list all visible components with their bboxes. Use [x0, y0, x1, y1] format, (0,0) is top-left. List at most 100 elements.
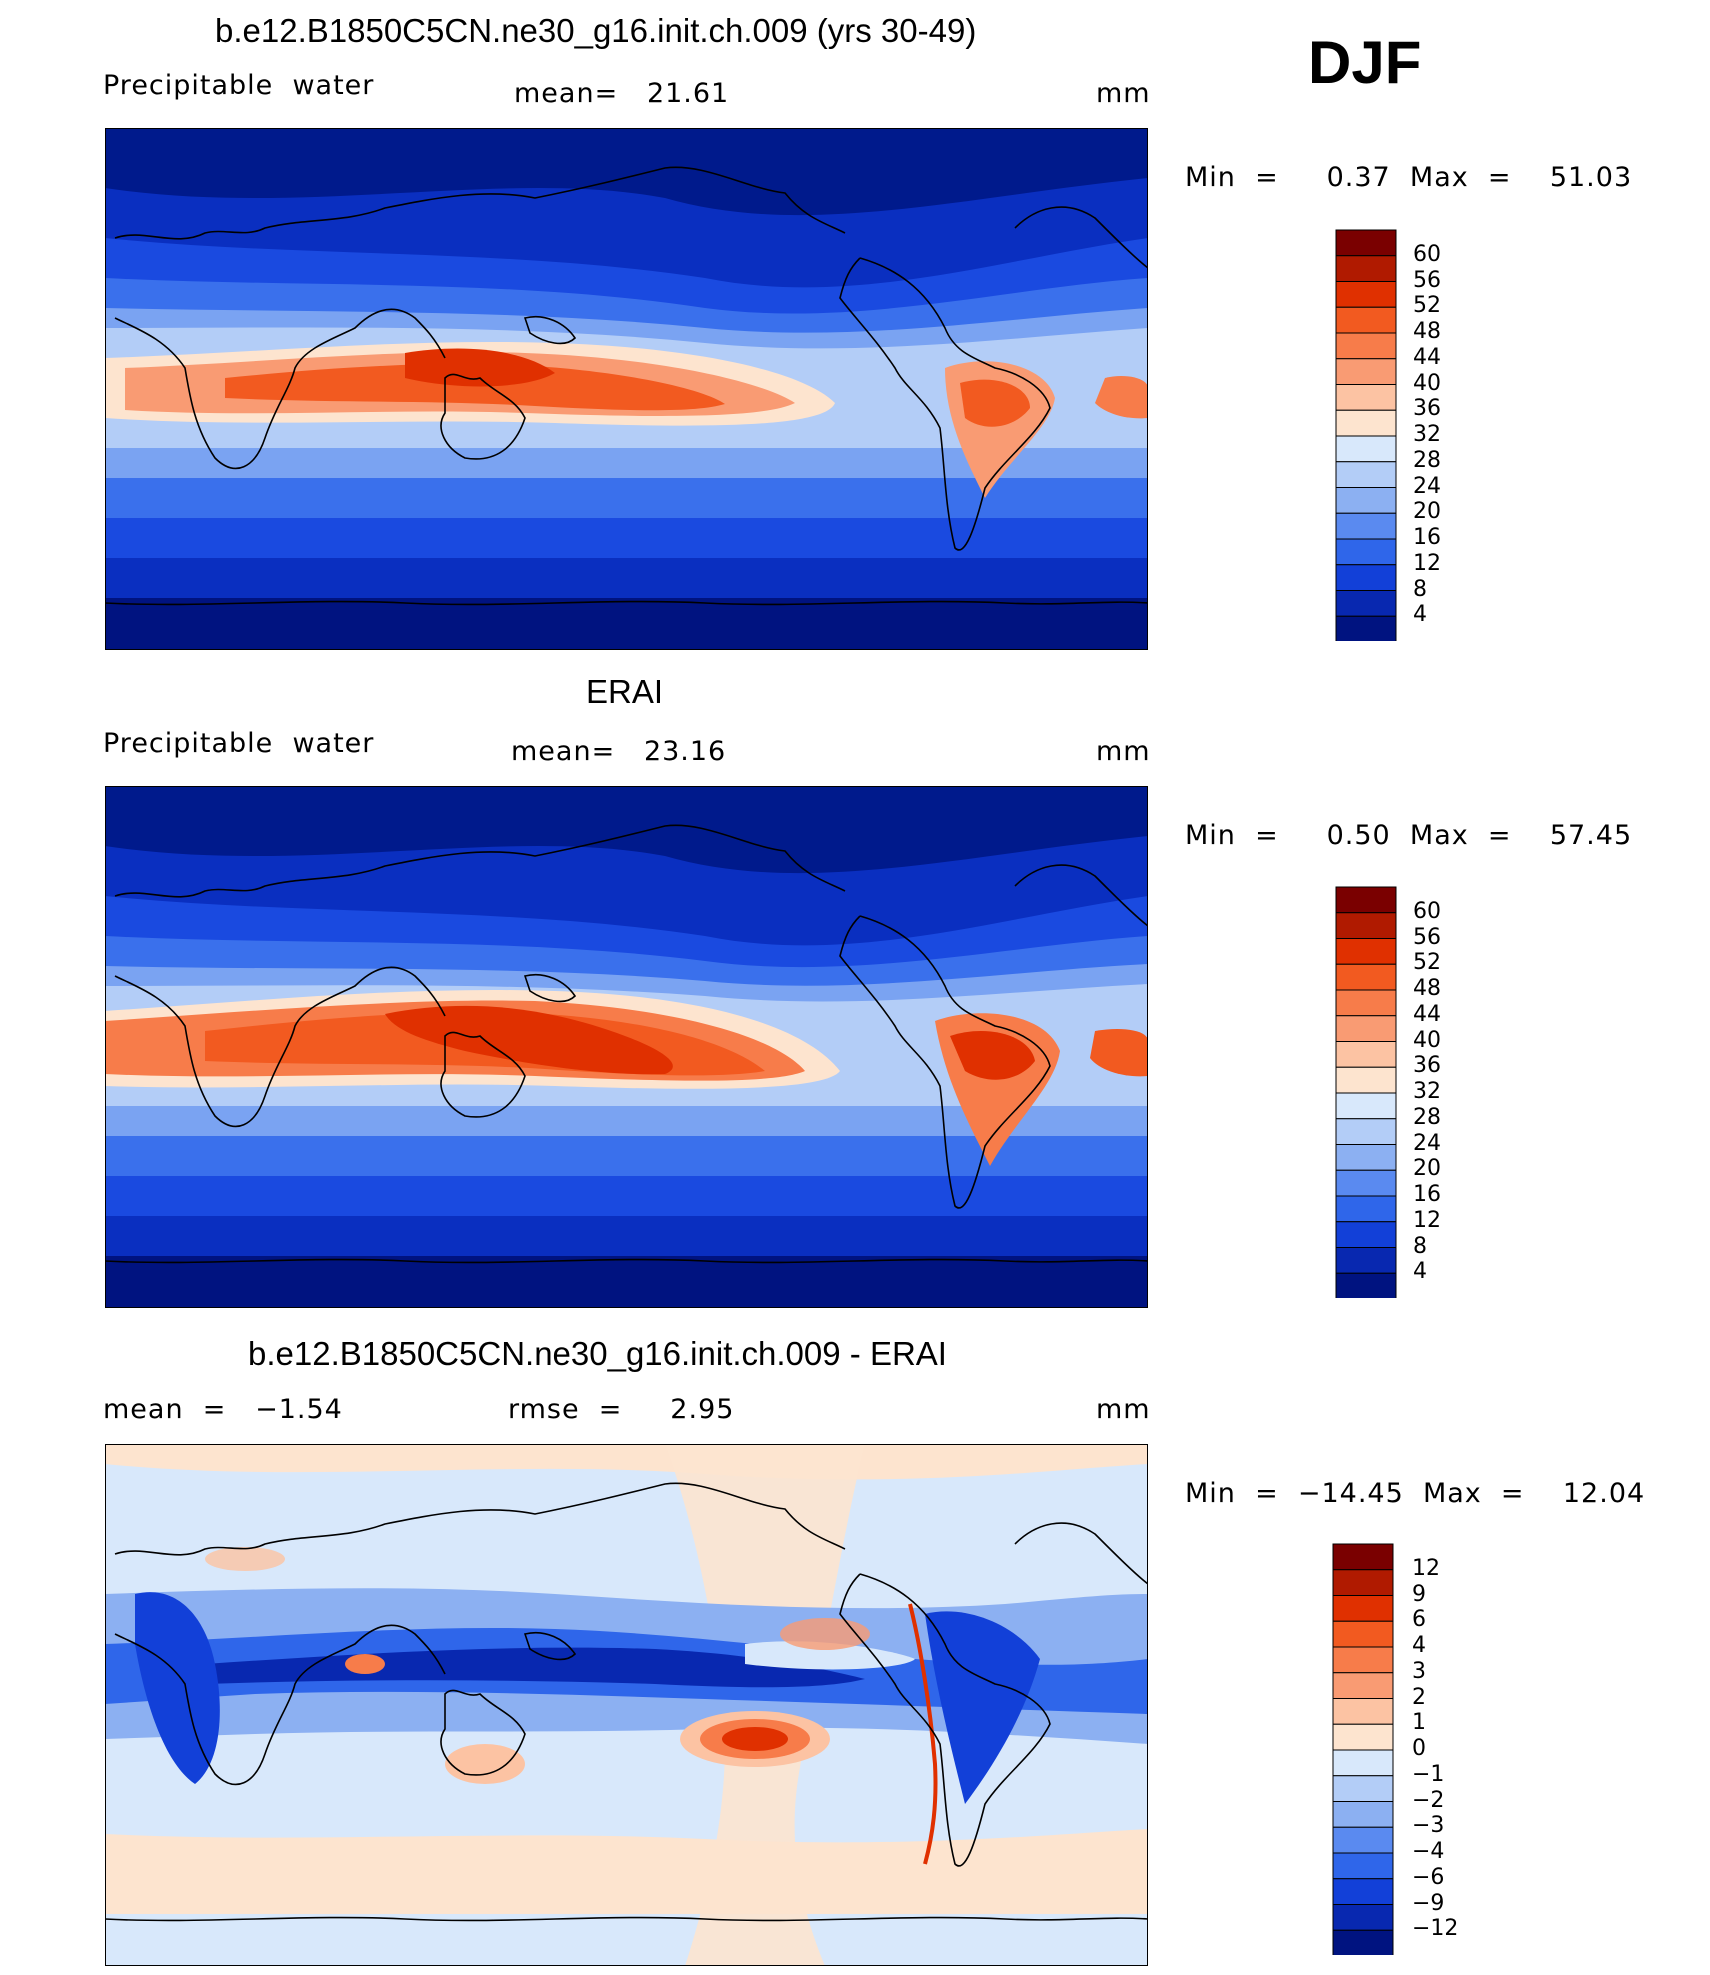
- panel-title: ERAI: [586, 673, 664, 710]
- colorbar-swatch: [1332, 1852, 1394, 1880]
- mean-label: mean= 21.61: [514, 78, 730, 109]
- units-label: mm: [1096, 78, 1151, 109]
- colorbar-swatch: [1335, 963, 1397, 991]
- colorbar-tick-label: 12: [1413, 550, 1441, 576]
- colorbar-swatch: [1335, 590, 1397, 617]
- season-label: DJF: [1308, 29, 1422, 96]
- colorbar-tick-label: 40: [1413, 370, 1441, 396]
- panel-title: b.e12.B1850C5CN.ne30_g16.init.ch.009 (yr…: [215, 12, 977, 49]
- colorbar-swatch: [1335, 409, 1397, 437]
- colorbar-swatch: [1335, 306, 1397, 334]
- colorbar-swatch: [1332, 1749, 1394, 1777]
- colorbar-tick-label: −9: [1412, 1890, 1445, 1916]
- colorbar-swatch: [1335, 332, 1397, 360]
- colorbar-tick-label: −4: [1412, 1839, 1445, 1864]
- units-label: mm: [1096, 736, 1151, 767]
- colorbar-swatch: [1335, 538, 1397, 566]
- colorbar-tick-label: 40: [1413, 1027, 1441, 1053]
- minmax-label: Min = −14.45 Max = 12.04: [1185, 1478, 1646, 1509]
- variable-label: Precipitable water: [103, 70, 375, 101]
- colorbar-swatch: [1335, 435, 1397, 463]
- colorbar-tick-label: 52: [1413, 950, 1441, 976]
- colorbar-swatch: [1335, 912, 1397, 939]
- colorbar-swatch: [1332, 1878, 1394, 1905]
- colorbar-swatches: [1332, 1543, 1394, 1955]
- variable-label: Precipitable water: [103, 728, 375, 759]
- minmax-label: Min = 0.50 Max = 57.45: [1185, 820, 1633, 851]
- colorbar-difference: 12 9 6 4 3 2 1 0 −1 −2 −3 −4 −6 −9 −12: [1332, 1543, 1458, 1955]
- colorbar-tick-label: −3: [1412, 1813, 1445, 1839]
- colorbar-erai: 60 56 52 48 44 40 36 32 28 24 20 16 12 8 4: [1335, 886, 1445, 1298]
- colorbar-swatch: [1335, 229, 1397, 257]
- colorbar-tick-label: 36: [1413, 396, 1441, 422]
- colorbar-swatch: [1332, 1723, 1394, 1751]
- colorbar-swatches: [1335, 229, 1397, 641]
- colorbar-swatch: [1335, 938, 1397, 965]
- colorbar-swatch: [1332, 1620, 1394, 1648]
- colorbar-swatch: [1335, 1092, 1397, 1120]
- colorbar-tick-label: −12: [1412, 1916, 1459, 1942]
- colorbar-tick-label: 56: [1413, 267, 1441, 293]
- colorbar-swatch: [1332, 1569, 1394, 1596]
- colorbar-tick-label: 48: [1413, 976, 1441, 1001]
- colorbar-tick-label: 12: [1412, 1555, 1440, 1581]
- colorbar-tick-label: 4: [1413, 602, 1427, 628]
- colorbar-tick-label: 1: [1412, 1710, 1426, 1736]
- colorbar-swatch: [1332, 1775, 1394, 1802]
- colorbar-swatch: [1335, 281, 1397, 308]
- colorbar-tick-label: 56: [1413, 924, 1441, 950]
- colorbar-swatch: [1335, 1041, 1397, 1068]
- colorbar-tick-label: 16: [1413, 525, 1441, 550]
- colorbar-swatch: [1332, 1543, 1394, 1571]
- colorbar-swatch: [1335, 255, 1397, 282]
- colorbar-swatch: [1335, 886, 1397, 914]
- colorbar-swatch: [1332, 1698, 1394, 1725]
- colorbar-swatch: [1335, 358, 1397, 385]
- colorbar-swatch: [1332, 1904, 1394, 1931]
- colorbar-tick-label: 32: [1413, 1079, 1441, 1104]
- colorbar-swatch: [1335, 1118, 1397, 1145]
- colorbar-swatch: [1335, 1015, 1397, 1042]
- colorbar-tick-label: 24: [1413, 1130, 1441, 1156]
- colorbar-tick-label: 16: [1413, 1182, 1441, 1207]
- colorbar-swatch: [1332, 1826, 1394, 1854]
- colorbar-swatch: [1335, 1066, 1397, 1094]
- colorbar-tick-label: 24: [1413, 473, 1441, 499]
- minmax-label: Min = 0.37 Max = 51.03: [1185, 162, 1633, 193]
- colorbar-tick-label: 4: [1412, 1633, 1426, 1658]
- colorbar-tick-label: −6: [1412, 1864, 1445, 1890]
- colorbar-tick-label: 3: [1412, 1658, 1426, 1684]
- colorbar-swatch: [1335, 1169, 1397, 1197]
- map-precipitable-water-difference: [105, 1444, 1148, 1966]
- colorbar-model: 60 56 52 48 44 40 36 32 28 24 20 16 12 8 4: [1335, 229, 1445, 641]
- rmse-label: rmse = 2.95: [508, 1394, 735, 1425]
- colorbar-swatch: [1335, 615, 1397, 641]
- colorbar-swatch: [1332, 1801, 1394, 1828]
- colorbar-swatch: [1335, 461, 1397, 488]
- colorbar-tick-label: 20: [1413, 499, 1441, 525]
- colorbar-swatch: [1332, 1646, 1394, 1674]
- colorbar-tick-label: 36: [1413, 1053, 1441, 1079]
- colorbar-swatch: [1335, 1144, 1397, 1171]
- colorbar-swatch: [1335, 1195, 1397, 1223]
- colorbar-tick-label: 44: [1413, 344, 1441, 370]
- map-precipitable-water-erai: [105, 786, 1148, 1308]
- colorbar-tick-label: 4: [1413, 1259, 1427, 1285]
- colorbar-tick-label: 28: [1413, 1104, 1441, 1130]
- colorbar-tick-label: 28: [1413, 447, 1441, 473]
- mean-label: mean = −1.54: [103, 1394, 343, 1425]
- colorbar-swatch: [1335, 512, 1397, 540]
- colorbar-swatch: [1332, 1672, 1394, 1699]
- units-label: mm: [1096, 1394, 1151, 1425]
- colorbar-swatches: [1335, 886, 1397, 1298]
- mean-label: mean= 23.16: [511, 736, 727, 767]
- colorbar-swatch: [1335, 564, 1397, 591]
- colorbar-tick-label: 0: [1412, 1736, 1426, 1761]
- colorbar-tick-label: 60: [1413, 241, 1441, 267]
- colorbar-tick-label: 48: [1413, 319, 1441, 344]
- colorbar-tick-label: −1: [1412, 1761, 1445, 1787]
- colorbar-tick-label: 12: [1413, 1207, 1441, 1233]
- colorbar-swatch: [1335, 1221, 1397, 1248]
- colorbar-tick-label: 60: [1413, 898, 1441, 924]
- colorbar-tick-label: 32: [1413, 422, 1441, 447]
